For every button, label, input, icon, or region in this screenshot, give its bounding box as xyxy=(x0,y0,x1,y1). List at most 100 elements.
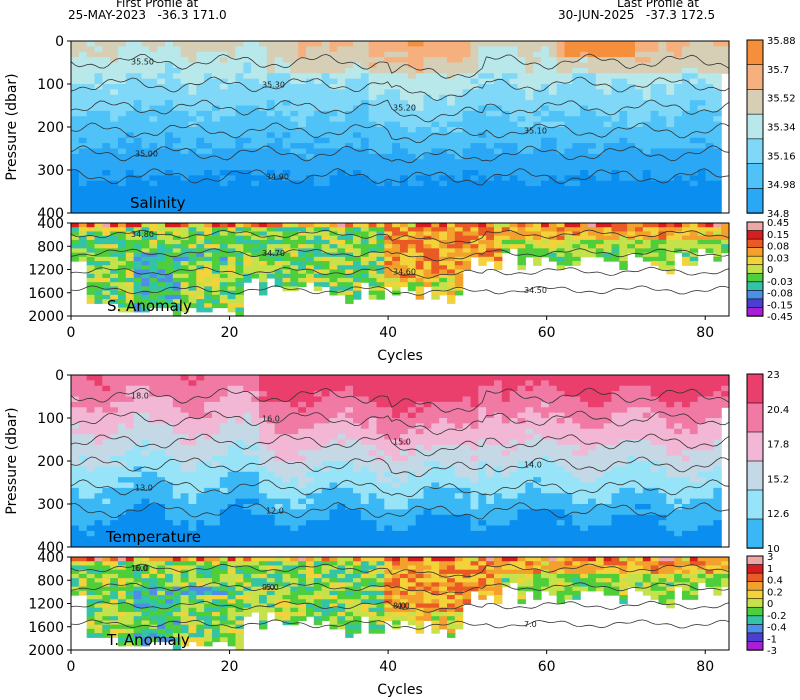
field-cell xyxy=(462,207,472,214)
field-cell xyxy=(188,520,197,527)
field-cell xyxy=(345,450,354,457)
field-cell xyxy=(298,423,307,430)
field-cell xyxy=(564,105,573,112)
field-cell xyxy=(603,137,613,144)
field-cell xyxy=(118,89,127,96)
field-cell xyxy=(125,536,135,543)
field-cell xyxy=(219,423,229,430)
field-cell xyxy=(541,84,550,90)
field-cell xyxy=(274,273,284,279)
field-cell xyxy=(329,51,338,58)
field-cell xyxy=(125,89,135,96)
field-cell xyxy=(635,137,644,144)
field-cell xyxy=(705,248,714,254)
field-cell xyxy=(165,137,174,144)
field-cell xyxy=(110,110,119,117)
field-cell xyxy=(149,525,158,532)
field-cell xyxy=(415,116,425,123)
field-cell xyxy=(384,121,393,128)
field-cell xyxy=(165,89,174,96)
field-cell xyxy=(423,196,432,203)
field-cell xyxy=(118,137,127,144)
field-cell xyxy=(102,256,111,262)
field-cell xyxy=(157,153,166,160)
field-cell xyxy=(682,143,691,150)
field-cell xyxy=(298,84,307,90)
field-cell xyxy=(243,196,252,203)
field-cell xyxy=(290,487,299,494)
field-cell xyxy=(321,73,331,80)
field-cell xyxy=(306,78,315,85)
field-cell xyxy=(204,231,213,237)
field-cell xyxy=(321,191,331,198)
field-cell xyxy=(243,191,252,198)
field-cell xyxy=(188,401,197,408)
field-cell xyxy=(78,164,88,171)
field-cell xyxy=(180,461,190,467)
field-cell xyxy=(118,423,127,430)
field-cell xyxy=(345,396,354,403)
field-cell xyxy=(313,170,323,176)
field-cell xyxy=(376,235,385,241)
field-cell xyxy=(78,170,88,176)
field-cell xyxy=(360,116,370,123)
field-cell xyxy=(212,303,221,309)
field-cell xyxy=(204,170,213,176)
field-cell xyxy=(125,153,135,160)
field-cell xyxy=(345,127,354,133)
field-cell xyxy=(306,202,315,209)
field-cell xyxy=(71,223,80,228)
field-cell xyxy=(71,423,80,430)
field-cell xyxy=(133,191,143,198)
field-cell xyxy=(165,227,174,233)
field-cell xyxy=(71,127,80,133)
field-cell xyxy=(219,46,229,53)
field-cell xyxy=(306,520,315,527)
field-cell xyxy=(603,84,613,90)
field-cell xyxy=(439,110,448,117)
field-cell xyxy=(548,105,558,112)
field-cell xyxy=(110,252,119,258)
field-cell xyxy=(306,121,315,128)
field-cell xyxy=(243,235,252,241)
field-cell xyxy=(674,51,683,58)
field-cell xyxy=(447,159,456,166)
field-cell xyxy=(376,159,385,166)
field-cell xyxy=(266,520,276,527)
field-cell xyxy=(86,207,96,214)
field-cell xyxy=(525,244,534,249)
field-cell xyxy=(227,307,237,313)
field-cell xyxy=(125,196,135,203)
field-cell xyxy=(627,121,636,128)
field-cell xyxy=(486,191,495,198)
field-cell xyxy=(517,62,526,69)
field-cell xyxy=(697,164,707,171)
field-cell xyxy=(290,143,299,150)
field-cell xyxy=(564,244,573,249)
field-cell xyxy=(384,235,393,241)
field-cell xyxy=(196,498,205,505)
field-cell xyxy=(259,148,268,155)
field-cell xyxy=(345,62,354,69)
field-cell xyxy=(266,493,276,500)
field-cell xyxy=(251,148,260,155)
field-cell xyxy=(172,67,182,74)
field-cell xyxy=(541,73,550,80)
field-cell xyxy=(71,541,80,548)
field-cell xyxy=(392,227,401,233)
field-cell xyxy=(392,207,401,214)
field-cell xyxy=(439,273,448,279)
field-cell xyxy=(290,41,299,47)
field-cell xyxy=(360,73,370,80)
field-cell xyxy=(172,223,182,228)
field-cell xyxy=(407,62,417,69)
field-cell xyxy=(243,530,252,537)
field-cell xyxy=(478,244,487,249)
field-cell xyxy=(165,520,174,527)
field-cell xyxy=(572,110,581,117)
field-cell xyxy=(227,261,237,266)
field-cell xyxy=(266,385,276,392)
field-cell xyxy=(149,127,158,133)
field-cell xyxy=(172,311,182,317)
field-cell xyxy=(360,41,370,47)
